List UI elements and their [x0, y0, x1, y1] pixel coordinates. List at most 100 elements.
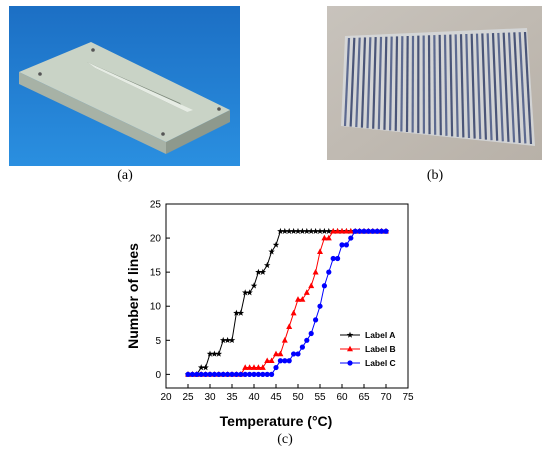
channel-line: [513, 32, 521, 143]
data-point-label-c: [260, 371, 266, 377]
y-tick-label: 5: [155, 336, 161, 347]
legend-marker-label-c: [347, 360, 353, 366]
channel-line: [383, 36, 388, 130]
data-point-label-a: [281, 227, 289, 235]
y-tick-label: 15: [150, 268, 162, 279]
legend-marker-label-b: [347, 345, 353, 352]
channel-line: [443, 34, 448, 136]
data-point-label-c: [233, 371, 239, 377]
legend-marker-label-a: [346, 331, 354, 338]
channel-line: [355, 37, 361, 128]
data-point-label-a: [250, 282, 258, 289]
y-axis-title: Number of lines: [125, 243, 141, 349]
data-point-label-c: [295, 351, 301, 357]
channel-line: [360, 37, 367, 128]
data-point-label-c: [357, 228, 363, 234]
data-point-label-a: [241, 289, 249, 296]
panel-b-label: (b): [426, 168, 444, 183]
data-point-label-a: [246, 289, 253, 296]
x-tick-label: 35: [226, 392, 238, 403]
channel-line: [449, 34, 454, 137]
x-tick-label: 70: [380, 392, 392, 403]
x-tick-label: 40: [248, 392, 260, 403]
data-point-label-b: [259, 364, 266, 370]
panel-a-label: (a): [117, 168, 133, 183]
data-point-label-c: [383, 228, 389, 234]
data-point-label-a: [285, 227, 293, 235]
data-point-label-a: [303, 227, 311, 235]
data-point-label-c: [365, 228, 371, 234]
data-point-label-a: [263, 261, 271, 269]
channel-line: [454, 34, 459, 137]
data-point-label-b: [347, 227, 354, 234]
channel-line: [400, 36, 404, 132]
data-point-label-c: [211, 371, 217, 377]
data-point-label-c: [348, 235, 354, 241]
x-tick-label: 55: [314, 392, 326, 403]
data-point-label-c: [286, 358, 292, 364]
data-point-label-c: [264, 371, 270, 377]
data-point-label-c: [330, 255, 336, 262]
data-point-label-c: [225, 371, 231, 377]
panel-c-label: (c): [277, 432, 293, 447]
data-point-label-c: [317, 303, 323, 309]
channel-line: [366, 37, 372, 129]
channel-line: [481, 33, 488, 140]
data-point-label-a: [272, 241, 280, 248]
data-point-label-b: [264, 357, 271, 364]
x-tick-label: 20: [160, 392, 172, 403]
data-point-label-a: [215, 350, 223, 357]
channel-line: [372, 37, 377, 129]
channel-line: [497, 32, 504, 142]
data-point-label-b: [268, 357, 275, 364]
data-point-label-b: [246, 364, 253, 370]
channel-line: [343, 37, 351, 127]
data-point-label-b: [334, 227, 341, 234]
cad-render-image: [9, 6, 240, 166]
data-point-label-c: [247, 371, 253, 377]
x-tick-label: 45: [270, 392, 282, 403]
data-point-label-c: [343, 242, 349, 248]
data-point-label-a: [312, 227, 319, 235]
data-point-label-b: [281, 336, 288, 343]
channel-line: [349, 37, 356, 127]
data-point-label-a: [219, 336, 227, 344]
data-point-label-c: [269, 371, 275, 377]
lines-vs-temperature-chart: 20 25 30 35 40 45 50 55 60 65 70 75 0 5 10 15 20 25 Labe…: [125, 200, 414, 430]
data-point-label-a: [228, 336, 236, 344]
data-point-label-b: [295, 296, 301, 302]
channel-line: [507, 32, 516, 143]
data-point-label-b: [317, 248, 323, 255]
channel-line: [438, 34, 442, 136]
data-point-label-b: [286, 323, 293, 329]
plot-frame: [165, 203, 409, 389]
y-tick-label: 0: [155, 370, 161, 381]
data-point-label-a: [294, 227, 302, 235]
data-point-label-c: [361, 228, 367, 234]
data-point-label-a: [255, 268, 262, 275]
data-point-label-c: [198, 371, 204, 377]
x-tick-label: 75: [402, 392, 414, 403]
data-point-label-b: [308, 282, 315, 289]
data-point-label-b: [290, 309, 297, 316]
data-point-label-b: [339, 227, 345, 234]
channel-line: [518, 32, 527, 144]
channel-line: [394, 36, 399, 131]
data-point-label-a: [197, 364, 205, 371]
data-point-label-b: [255, 364, 262, 370]
data-point-label-b: [277, 350, 284, 357]
x-tick-label: 60: [336, 392, 348, 403]
data-point-label-c: [242, 371, 248, 377]
channel-line: [405, 35, 409, 133]
channel-line: [465, 33, 471, 139]
data-point-label-c: [229, 371, 235, 377]
data-point-label-b: [299, 296, 306, 302]
data-point-label-c: [189, 371, 195, 377]
data-point-label-b: [330, 227, 337, 234]
legend-label-label-c: Label C: [365, 358, 396, 368]
channel-line: [486, 33, 493, 141]
data-point-label-b: [343, 227, 350, 234]
x-tick-label: 25: [182, 392, 194, 403]
x-tick-label: 30: [204, 392, 216, 403]
series-label-a: [184, 227, 390, 378]
